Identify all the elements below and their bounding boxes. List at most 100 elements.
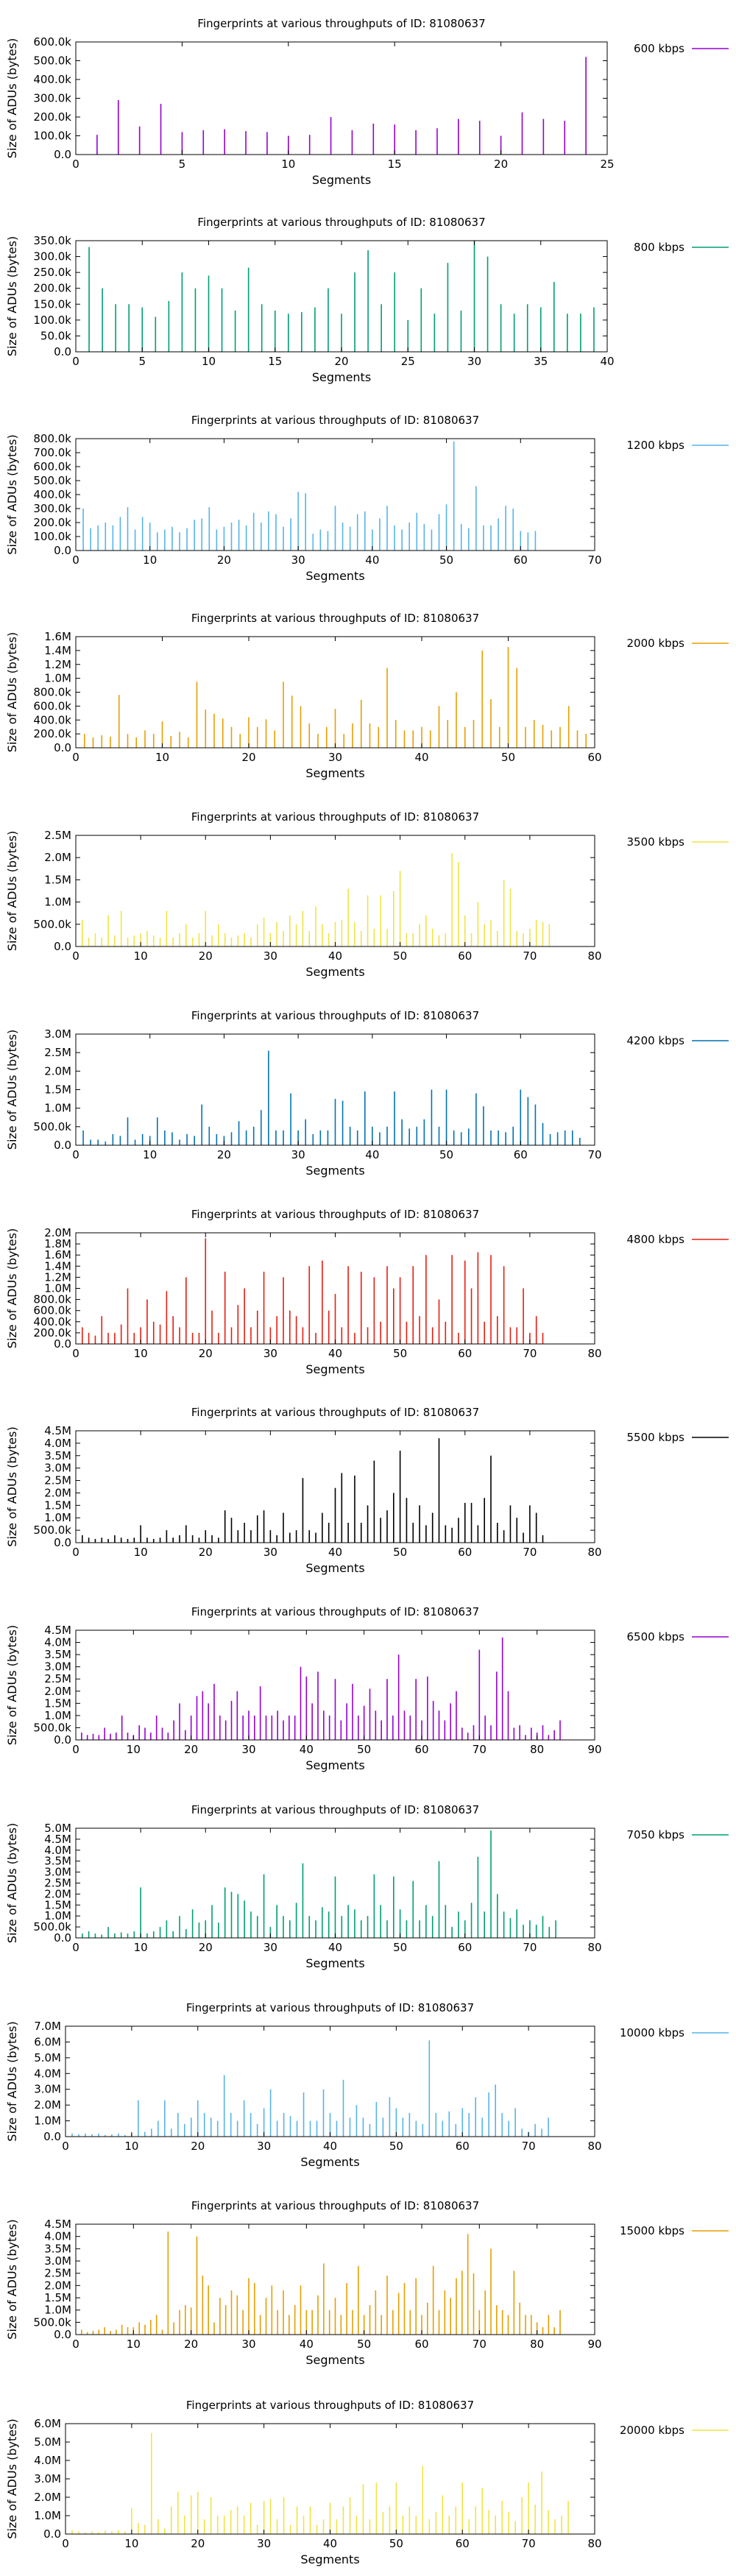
y-tick-label: 2.0M bbox=[44, 1887, 71, 1900]
y-tick-label: 0.0 bbox=[54, 741, 71, 754]
y-tick-label: 2.0M bbox=[44, 1226, 71, 1239]
x-tick-label: 60 bbox=[414, 1743, 428, 1756]
y-tick-label: 200.0k bbox=[33, 110, 71, 124]
x-axis-label: Segments bbox=[305, 1362, 364, 1376]
x-tick-label: 0 bbox=[62, 2537, 69, 2550]
x-tick-label: 10 bbox=[134, 1347, 148, 1360]
chart-panel-3: Fingerprints at various throughputs of I… bbox=[5, 414, 729, 583]
y-tick-label: 2.0M bbox=[44, 1486, 71, 1499]
y-tick-label: 2.5M bbox=[44, 1046, 71, 1059]
x-tick-label: 20 bbox=[217, 1148, 231, 1161]
x-tick-label: 10 bbox=[155, 751, 169, 764]
x-tick-label: 10 bbox=[127, 1743, 141, 1756]
y-tick-label: 1.0M bbox=[44, 1511, 71, 1524]
y-tick-label: 1.6M bbox=[44, 1248, 71, 1262]
x-tick-label: 80 bbox=[587, 1941, 601, 1954]
x-tick-label: 50 bbox=[357, 2338, 371, 2351]
x-tick-label: 0 bbox=[72, 1148, 79, 1161]
plot-frame bbox=[75, 1630, 595, 1741]
x-axis-label: Segments bbox=[305, 766, 364, 780]
y-tick-label: 1.5M bbox=[44, 2291, 71, 2304]
plot-frame bbox=[75, 41, 608, 155]
y-tick-label: 800.0k bbox=[33, 686, 71, 699]
x-axis-label: Segments bbox=[305, 1561, 364, 1575]
y-tick-label: 0.0 bbox=[54, 2328, 71, 2341]
y-tick-label: 0.0 bbox=[54, 1536, 71, 1549]
y-tick-label: 3.0M bbox=[44, 2254, 71, 2268]
x-axis-label: Segments bbox=[305, 965, 364, 979]
x-axis-label: Segments bbox=[305, 2353, 364, 2367]
y-tick-label: 1.2M bbox=[44, 1270, 71, 1284]
y-tick-label: 3.0M bbox=[44, 1027, 71, 1041]
y-tick-label: 1.8M bbox=[44, 1237, 71, 1250]
x-tick-label: 60 bbox=[458, 949, 472, 963]
chart-title: Fingerprints at various throughputs of I… bbox=[191, 1208, 479, 1221]
chart-title: Fingerprints at various throughputs of I… bbox=[191, 1009, 479, 1022]
legend-label: 2000 kbps bbox=[627, 637, 685, 650]
legend-label: 7050 kbps bbox=[627, 1828, 685, 1841]
x-tick-label: 60 bbox=[514, 553, 528, 567]
x-tick-label: 0 bbox=[62, 2140, 69, 2153]
x-tick-label: 90 bbox=[587, 1743, 601, 1756]
y-tick-label: 0.0 bbox=[54, 1337, 71, 1351]
x-tick-label: 60 bbox=[456, 2537, 470, 2550]
x-tick-label: 50 bbox=[439, 553, 453, 567]
x-tick-label: 70 bbox=[587, 1148, 601, 1161]
x-tick-label: 40 bbox=[414, 751, 428, 764]
y-tick-label: 0.0 bbox=[54, 544, 71, 557]
y-tick-label: 3.0M bbox=[44, 1462, 71, 1475]
x-tick-label: 70 bbox=[523, 1347, 537, 1360]
y-tick-label: 1.0M bbox=[44, 1909, 71, 1922]
legend-label: 800 kbps bbox=[634, 241, 684, 254]
chart-panel-1: Fingerprints at various throughputs of I… bbox=[5, 17, 729, 187]
chart-panel-6: Fingerprints at various throughputs of I… bbox=[5, 1009, 729, 1178]
y-tick-label: 600.0k bbox=[33, 699, 71, 712]
x-tick-label: 70 bbox=[473, 2338, 486, 2351]
y-tick-label: 50.0k bbox=[40, 329, 71, 342]
y-tick-label: 1.4M bbox=[44, 1259, 71, 1273]
x-tick-label: 10 bbox=[134, 949, 148, 963]
x-tick-label: 20 bbox=[217, 553, 231, 567]
y-tick-label: 1.4M bbox=[44, 644, 71, 657]
y-tick-label: 1.5M bbox=[44, 1696, 71, 1710]
y-tick-label: 3.5M bbox=[44, 1855, 71, 1868]
y-tick-label: 1.5M bbox=[44, 1898, 71, 1911]
x-tick-label: 70 bbox=[523, 1546, 537, 1559]
x-tick-label: 30 bbox=[241, 1743, 255, 1756]
y-tick-label: 1.0M bbox=[34, 2115, 61, 2128]
y-tick-label: 6.0M bbox=[34, 2417, 61, 2430]
x-tick-label: 30 bbox=[241, 2338, 255, 2351]
y-tick-label: 200.0k bbox=[33, 727, 71, 740]
x-tick-label: 40 bbox=[328, 1546, 342, 1559]
chart-title: Fingerprints at various throughputs of I… bbox=[191, 1605, 479, 1618]
x-tick-label: 30 bbox=[263, 1347, 277, 1360]
x-tick-label: 50 bbox=[393, 1347, 407, 1360]
y-tick-label: 500.0k bbox=[33, 1920, 71, 1933]
y-axis-label: Size of ADUs (bytes) bbox=[5, 236, 19, 356]
x-tick-label: 30 bbox=[291, 553, 305, 567]
x-tick-label: 80 bbox=[587, 1546, 601, 1559]
y-tick-label: 5.0M bbox=[34, 2435, 61, 2449]
x-tick-label: 50 bbox=[393, 949, 407, 963]
x-tick-label: 50 bbox=[501, 751, 515, 764]
x-tick-label: 70 bbox=[523, 1941, 537, 1954]
y-tick-label: 1.5M bbox=[44, 1083, 71, 1097]
x-tick-label: 80 bbox=[530, 2338, 544, 2351]
x-tick-label: 80 bbox=[530, 1743, 544, 1756]
y-tick-label: 200.0k bbox=[33, 1326, 71, 1340]
y-tick-label: 0.0 bbox=[43, 2527, 61, 2541]
y-tick-label: 2.0M bbox=[44, 1064, 71, 1078]
y-axis-label: Size of ADUs (bytes) bbox=[5, 831, 19, 951]
y-tick-label: 2.5M bbox=[44, 829, 71, 842]
y-tick-label: 500.0k bbox=[33, 2315, 71, 2329]
y-tick-label: 400.0k bbox=[33, 73, 71, 86]
x-tick-label: 0 bbox=[72, 1347, 79, 1360]
y-tick-label: 1.5M bbox=[44, 1498, 71, 1512]
x-tick-label: 70 bbox=[522, 2537, 536, 2550]
x-axis-label: Segments bbox=[300, 2155, 359, 2169]
y-tick-label: 2.0M bbox=[44, 851, 71, 864]
legend-label: 10000 kbps bbox=[620, 2026, 684, 2039]
y-tick-label: 1.0M bbox=[44, 2304, 71, 2317]
y-axis-label: Size of ADUs (bytes) bbox=[5, 1426, 19, 1546]
y-tick-label: 400.0k bbox=[33, 488, 71, 501]
